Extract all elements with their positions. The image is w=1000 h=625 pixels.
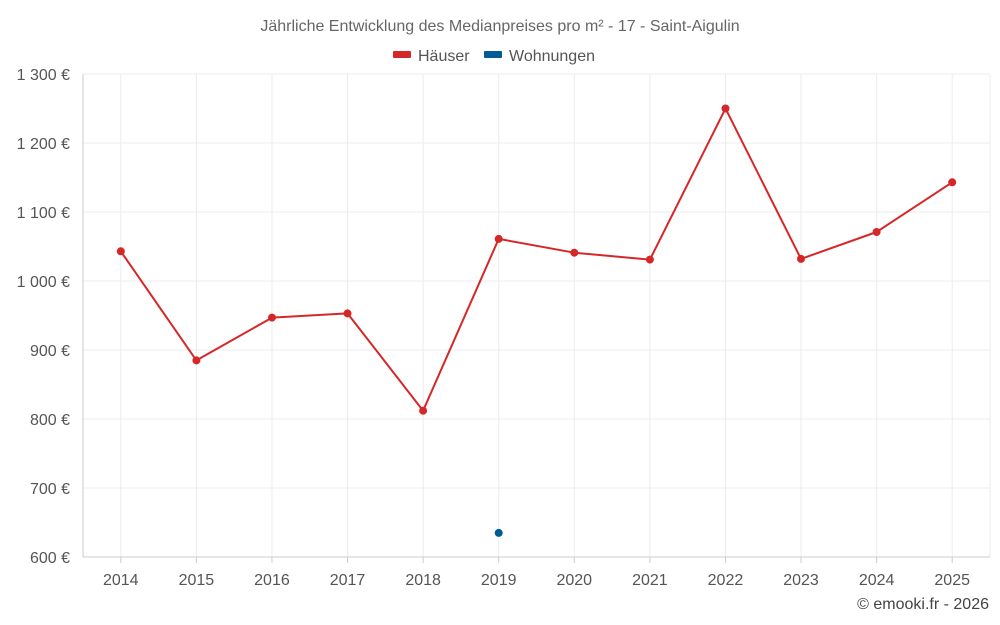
x-tick-label: 2025	[934, 572, 970, 589]
legend-item-haeuser[interactable]: Häuser	[393, 48, 470, 65]
data-point-haeuser-2019[interactable]	[494, 234, 503, 243]
data-point-haeuser-2015[interactable]	[192, 356, 201, 365]
data-point-haeuser-2022[interactable]	[721, 104, 730, 113]
y-tick-label: 1 300 €	[17, 67, 70, 84]
legend: Häuser Wohnungen	[393, 48, 595, 65]
legend-label-wohnungen: Wohnungen	[509, 48, 595, 65]
y-tick-label: 600 €	[30, 550, 70, 567]
data-point-haeuser-2025[interactable]	[948, 178, 957, 187]
x-tick-label: 2023	[783, 572, 819, 589]
series-line-haeuser	[119, 107, 953, 412]
y-tick-label: 900 €	[30, 343, 70, 360]
x-tick-label: 2019	[481, 572, 517, 589]
copyright: © emooki.fr - 2026	[857, 596, 989, 613]
data-point-haeuser-2016[interactable]	[268, 313, 276, 322]
chart-title: Jährliche Entwicklung des Medianpreises …	[260, 18, 739, 35]
x-tick-label: 2021	[632, 572, 668, 589]
x-tick-label: 2016	[254, 572, 290, 589]
x-tick-label: 2024	[859, 572, 895, 589]
series-points	[116, 104, 957, 537]
axes: 600 € 700 € 800 € 900 € 1 000 € 1 100 € 1 200 …	[17, 67, 990, 589]
data-point-haeuser-2018[interactable]	[419, 406, 428, 415]
legend-label-haeuser: Häuser	[418, 48, 470, 65]
x-tick-label: 2017	[330, 572, 366, 589]
data-point-haeuser-2017[interactable]	[343, 309, 352, 318]
data-point-haeuser-2023[interactable]	[797, 254, 805, 263]
y-tick-label: 700 €	[30, 481, 70, 498]
data-point-haeuser-2020[interactable]	[570, 248, 579, 257]
x-tick-label: 2018	[405, 572, 441, 589]
data-point-haeuser-2014[interactable]	[116, 247, 125, 256]
legend-item-wohnungen[interactable]: Wohnungen	[484, 48, 595, 65]
y-tick-label: 800 €	[30, 412, 70, 429]
y-tick-label: 1 100 €	[17, 205, 70, 222]
grid	[83, 73, 991, 557]
data-point-haeuser-2021[interactable]	[645, 255, 654, 264]
x-tick-label: 2022	[708, 572, 744, 589]
x-tick-label: 2015	[179, 572, 215, 589]
data-point-haeuser-2024[interactable]	[872, 228, 881, 236]
legend-swatch-wohnungen	[484, 51, 502, 58]
data-point-wohnungen-2019[interactable]	[494, 528, 503, 537]
x-tick-label: 2014	[103, 572, 139, 589]
x-tick-label: 2020	[556, 572, 592, 589]
y-tick-label: 1 200 €	[17, 136, 70, 153]
legend-swatch-haeuser	[393, 51, 411, 58]
series-lines	[119, 107, 953, 412]
y-tick-label: 1 000 €	[17, 274, 70, 291]
